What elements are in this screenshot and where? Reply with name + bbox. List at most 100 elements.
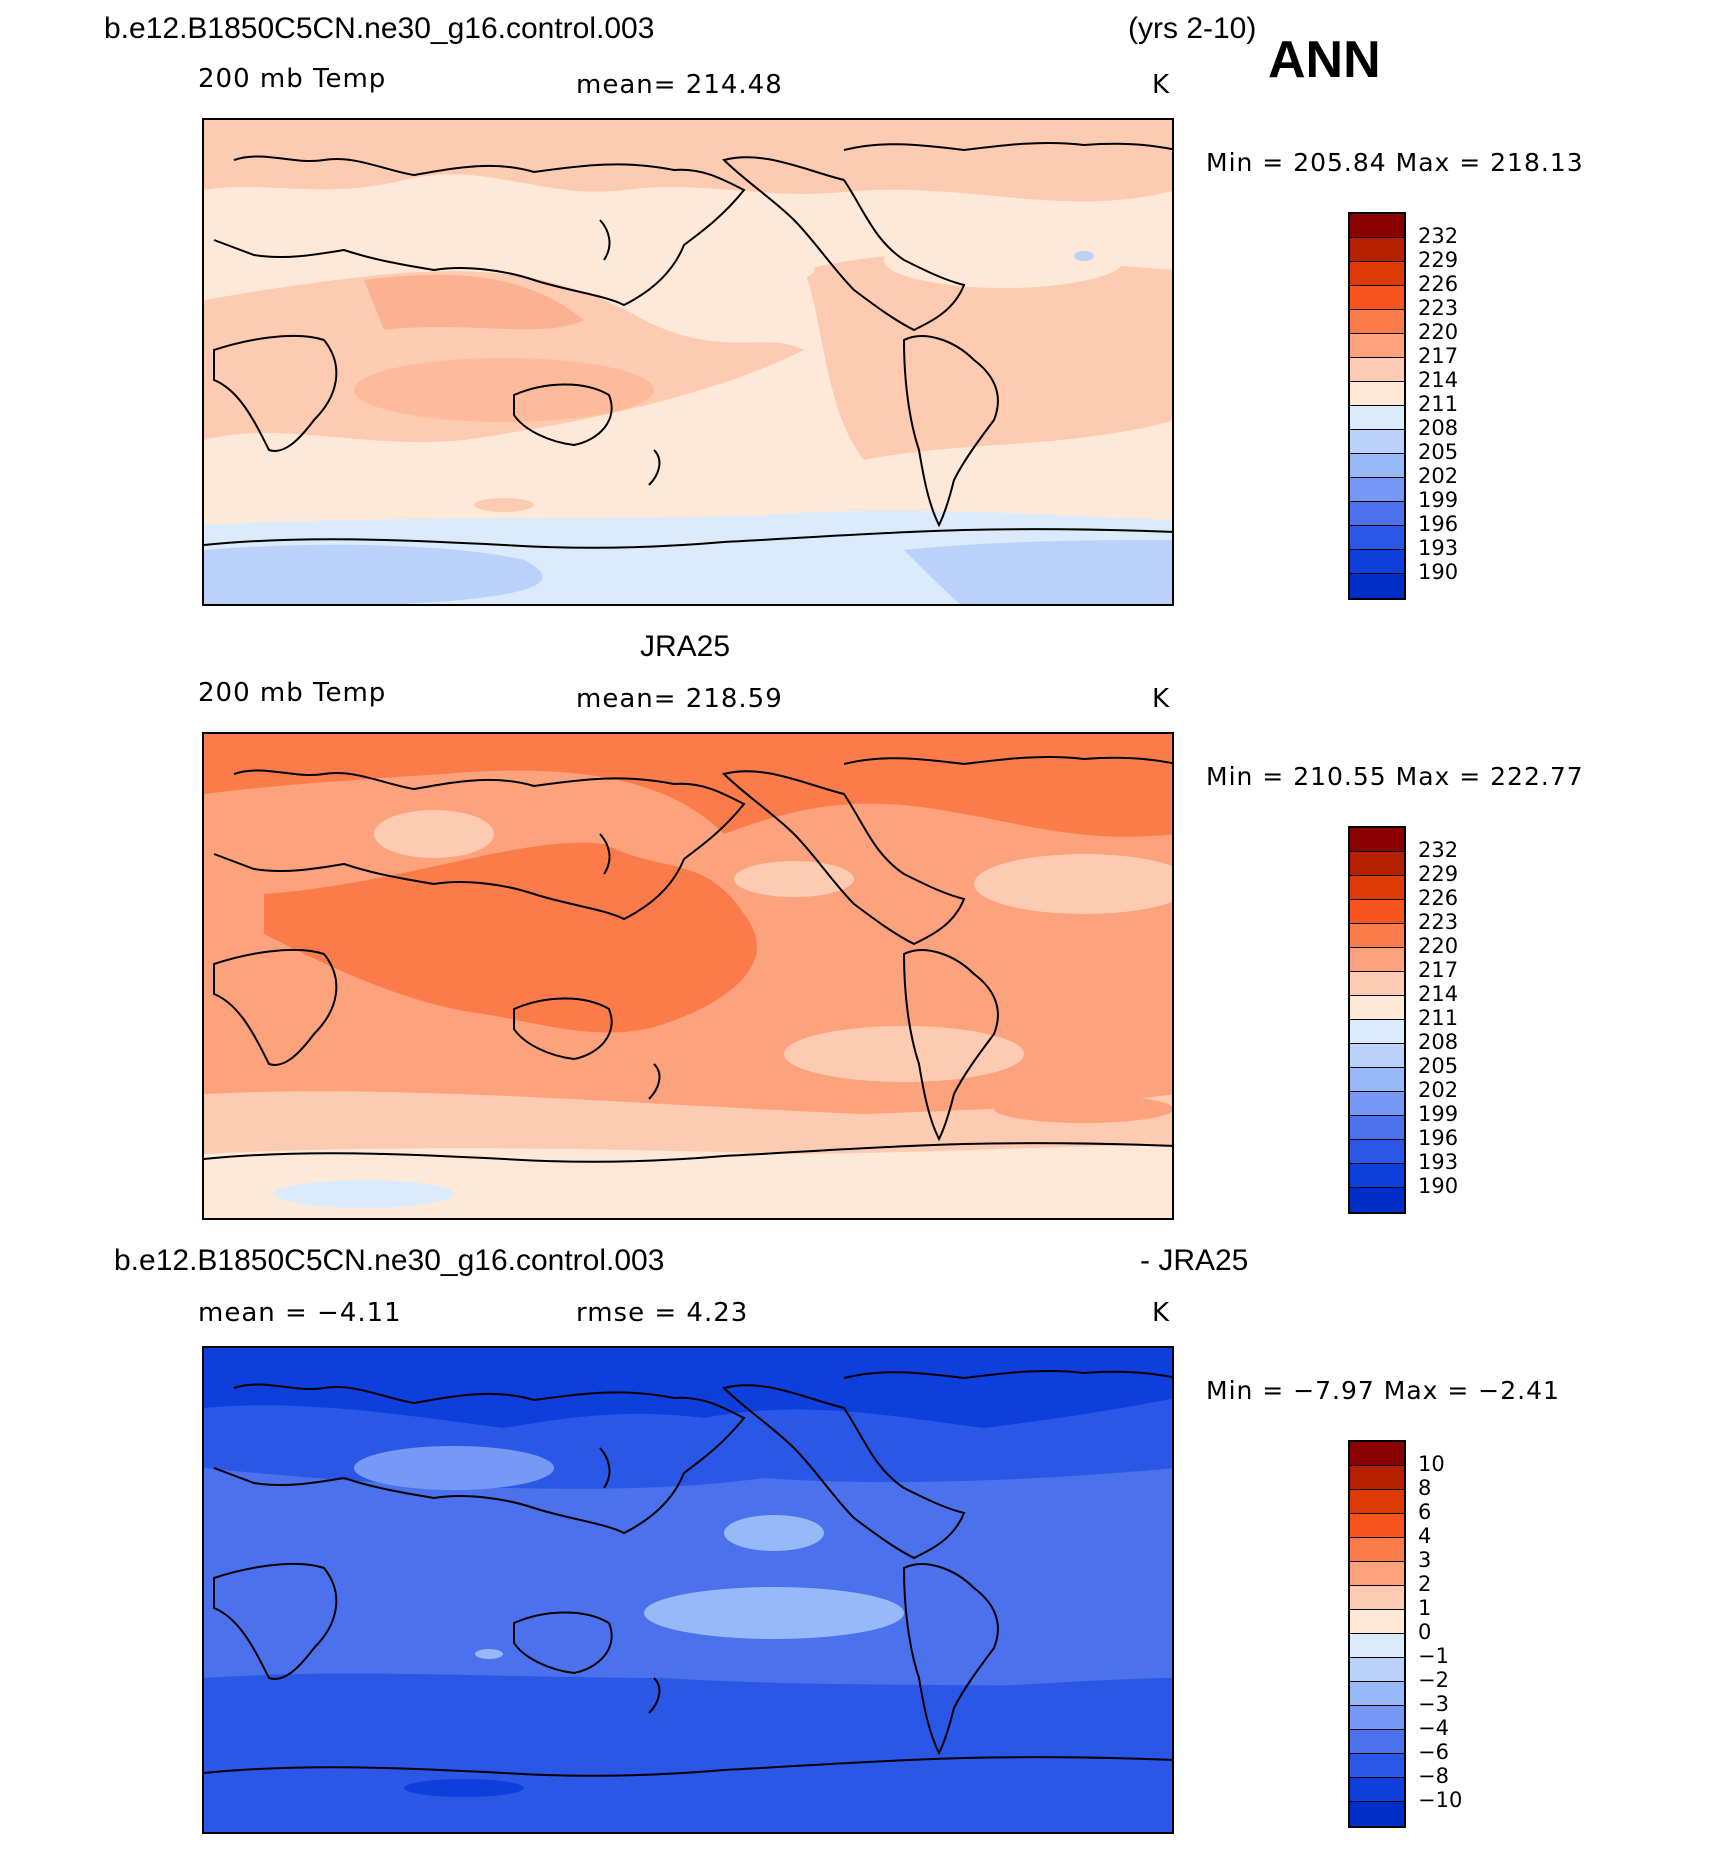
colorbar-swatch xyxy=(1350,1188,1404,1212)
colorbar-tick: 208 xyxy=(1418,416,1459,440)
colorbar-tick: 205 xyxy=(1418,1054,1459,1078)
colorbar-tick: 10 xyxy=(1418,1452,1445,1476)
panel2-title: JRA25 xyxy=(640,630,731,663)
colorbar-swatch xyxy=(1350,502,1404,526)
colorbar-tick: 199 xyxy=(1418,488,1459,512)
colorbar-swatch xyxy=(1350,1586,1404,1610)
colorbar-swatch xyxy=(1350,382,1404,406)
panel1-units: K xyxy=(1152,70,1171,100)
colorbar-swatch xyxy=(1350,924,1404,948)
colorbar-swatch xyxy=(1350,1092,1404,1116)
colorbar-swatch xyxy=(1350,238,1404,262)
colorbar-swatch xyxy=(1350,876,1404,900)
colorbar-swatch xyxy=(1350,478,1404,502)
colorbar-swatch xyxy=(1350,1754,1404,1778)
colorbar-tick: 211 xyxy=(1418,392,1459,416)
colorbar-tick: 193 xyxy=(1418,1150,1459,1174)
colorbar-tick: 223 xyxy=(1418,296,1459,320)
colorbar-tick: 217 xyxy=(1418,344,1459,368)
panel3-rmse: rmse = 4.23 xyxy=(576,1298,749,1328)
colorbar-swatch xyxy=(1350,1634,1404,1658)
colorbar-tick: 202 xyxy=(1418,1078,1459,1102)
colorbar-tick: −4 xyxy=(1418,1716,1449,1740)
panel2-units: K xyxy=(1152,684,1171,714)
colorbar-tick: −1 xyxy=(1418,1644,1449,1668)
colorbar-swatch xyxy=(1350,430,1404,454)
years-label: (yrs 2-10) xyxy=(1128,12,1257,45)
colorbar-swatch xyxy=(1350,1020,1404,1044)
panel1-map xyxy=(202,118,1174,606)
colorbar-swatch xyxy=(1350,1044,1404,1068)
colorbar-tick: 190 xyxy=(1418,560,1459,584)
colorbar-swatch xyxy=(1350,828,1404,852)
panel3-mean: mean = −4.11 xyxy=(198,1298,402,1328)
case-title: b.e12.B1850C5CN.ne30_g16.control.003 xyxy=(104,12,655,45)
colorbar-swatch xyxy=(1350,1164,1404,1188)
panel2-colorbar xyxy=(1348,826,1406,1214)
colorbar-tick: 226 xyxy=(1418,886,1459,910)
colorbar-swatch xyxy=(1350,574,1404,598)
colorbar-swatch xyxy=(1350,948,1404,972)
colorbar-swatch xyxy=(1350,1068,1404,1092)
colorbar-tick: 220 xyxy=(1418,320,1459,344)
colorbar-tick: 6 xyxy=(1418,1500,1432,1524)
colorbar-swatch xyxy=(1350,1562,1404,1586)
colorbar-swatch xyxy=(1350,286,1404,310)
colorbar-tick: 208 xyxy=(1418,1030,1459,1054)
panel2-minmax: Min = 210.55 Max = 222.77 xyxy=(1206,762,1584,791)
colorbar-swatch xyxy=(1350,262,1404,286)
panel2-map xyxy=(202,732,1174,1220)
colorbar-tick: 205 xyxy=(1418,440,1459,464)
colorbar-tick: 202 xyxy=(1418,464,1459,488)
colorbar-tick: 226 xyxy=(1418,272,1459,296)
panel1-mean: mean= 214.48 xyxy=(576,70,783,100)
colorbar-tick: 4 xyxy=(1418,1524,1432,1548)
colorbar-swatch xyxy=(1350,900,1404,924)
colorbar-swatch xyxy=(1350,406,1404,430)
colorbar-swatch xyxy=(1350,1466,1404,1490)
colorbar-swatch xyxy=(1350,550,1404,574)
colorbar-tick: −8 xyxy=(1418,1764,1449,1788)
colorbar-tick: 190 xyxy=(1418,1174,1459,1198)
panel3-units: K xyxy=(1152,1298,1171,1328)
colorbar-tick: −2 xyxy=(1418,1668,1449,1692)
colorbar-tick: 229 xyxy=(1418,248,1459,272)
colorbar-swatch xyxy=(1350,1730,1404,1754)
panel3-title: b.e12.B1850C5CN.ne30_g16.control.003 xyxy=(114,1244,665,1277)
colorbar-swatch xyxy=(1350,1706,1404,1730)
colorbar-swatch xyxy=(1350,214,1404,238)
colorbar-tick: 211 xyxy=(1418,1006,1459,1030)
colorbar-tick: 220 xyxy=(1418,934,1459,958)
colorbar-swatch xyxy=(1350,1778,1404,1802)
panel3-colorbar xyxy=(1348,1440,1406,1828)
panel2-mean: mean= 218.59 xyxy=(576,684,783,714)
colorbar-tick: 193 xyxy=(1418,536,1459,560)
panel3-title-suffix: - JRA25 xyxy=(1140,1244,1249,1277)
colorbar-tick: 196 xyxy=(1418,512,1459,536)
colorbar-tick: 214 xyxy=(1418,368,1459,392)
colorbar-tick: 2 xyxy=(1418,1572,1432,1596)
colorbar-swatch xyxy=(1350,1490,1404,1514)
colorbar-swatch xyxy=(1350,1116,1404,1140)
colorbar-tick: 199 xyxy=(1418,1102,1459,1126)
panel1-colorbar xyxy=(1348,212,1406,600)
colorbar-tick: 232 xyxy=(1418,224,1459,248)
colorbar-tick: −3 xyxy=(1418,1692,1449,1716)
colorbar-swatch xyxy=(1350,852,1404,876)
colorbar-swatch xyxy=(1350,526,1404,550)
colorbar-swatch xyxy=(1350,358,1404,382)
panel1-minmax: Min = 205.84 Max = 218.13 xyxy=(1206,148,1584,177)
colorbar-swatch xyxy=(1350,1658,1404,1682)
panel3-map xyxy=(202,1346,1174,1834)
panel3-minmax: Min = −7.97 Max = −2.41 xyxy=(1206,1376,1560,1405)
colorbar-tick: 223 xyxy=(1418,910,1459,934)
colorbar-swatch xyxy=(1350,1140,1404,1164)
colorbar-tick: −10 xyxy=(1418,1788,1463,1812)
colorbar-tick: 229 xyxy=(1418,862,1459,886)
colorbar-tick: 217 xyxy=(1418,958,1459,982)
colorbar-tick: 0 xyxy=(1418,1620,1432,1644)
colorbar-swatch xyxy=(1350,1682,1404,1706)
colorbar-tick: 232 xyxy=(1418,838,1459,862)
colorbar-swatch xyxy=(1350,1538,1404,1562)
colorbar-swatch xyxy=(1350,1442,1404,1466)
